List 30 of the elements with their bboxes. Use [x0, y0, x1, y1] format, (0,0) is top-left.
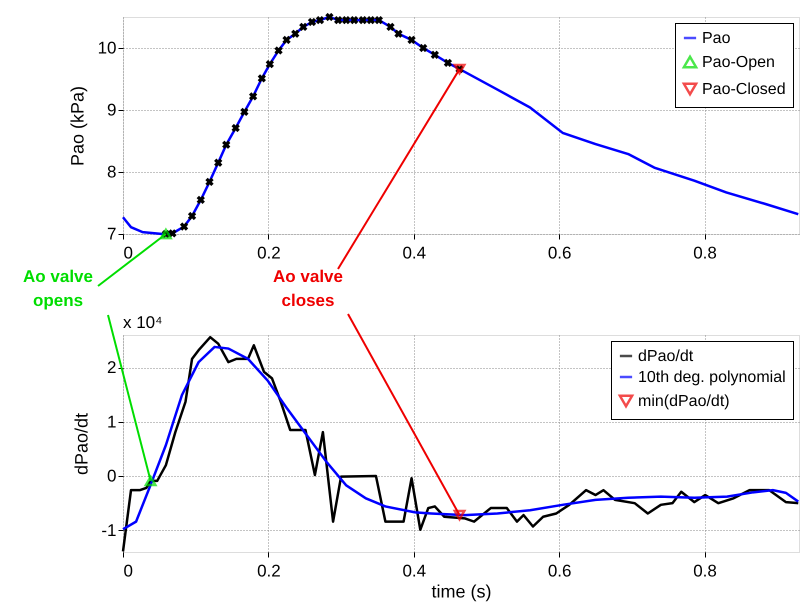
y-tick-label: 7 — [107, 224, 116, 244]
x-tick-label: 0.4 — [402, 244, 426, 262]
x-tick-label: 0.8 — [693, 562, 717, 580]
x-tick-label: 0.4 — [402, 562, 426, 580]
legend-label: dPao/dt — [638, 348, 694, 365]
y-tick-label: 9 — [107, 100, 116, 120]
legend-label: Pao-Closed — [702, 81, 786, 98]
x-tick-label: 0.2 — [257, 244, 281, 262]
y-tick-label: 8 — [107, 162, 116, 182]
y-tick-label: -1 — [101, 520, 116, 540]
y-tick-label: 2 — [107, 358, 116, 378]
y-axis-title: Pao (kPa) — [68, 86, 88, 166]
legend-label: 10th deg. polynomial — [638, 369, 786, 386]
x-axis-title: time (s) — [432, 582, 492, 602]
x-tick-label: 0.2 — [257, 562, 281, 580]
y-axis-title: dPao/dt — [71, 412, 92, 476]
text: x 10⁴ — [123, 313, 162, 332]
x-tick-label: 0 — [124, 562, 133, 580]
annotation: Ao valve closes — [273, 267, 343, 310]
x-tick-label: 0.6 — [548, 244, 572, 262]
legend-label: min(dPao/dt) — [638, 393, 730, 410]
annotation: Ao valve opens — [23, 267, 93, 310]
y-tick-label: 1 — [107, 412, 116, 432]
legend-label: Pao-Open — [702, 54, 775, 71]
y-tick-label: 0 — [107, 466, 116, 486]
x-tick-label: 0.6 — [548, 562, 572, 580]
legend-label: Pao — [702, 30, 731, 47]
x-tick-label: 0.8 — [693, 244, 717, 262]
y-tick-label: 10 — [98, 38, 116, 58]
x-tick-label: 0 — [124, 244, 133, 262]
